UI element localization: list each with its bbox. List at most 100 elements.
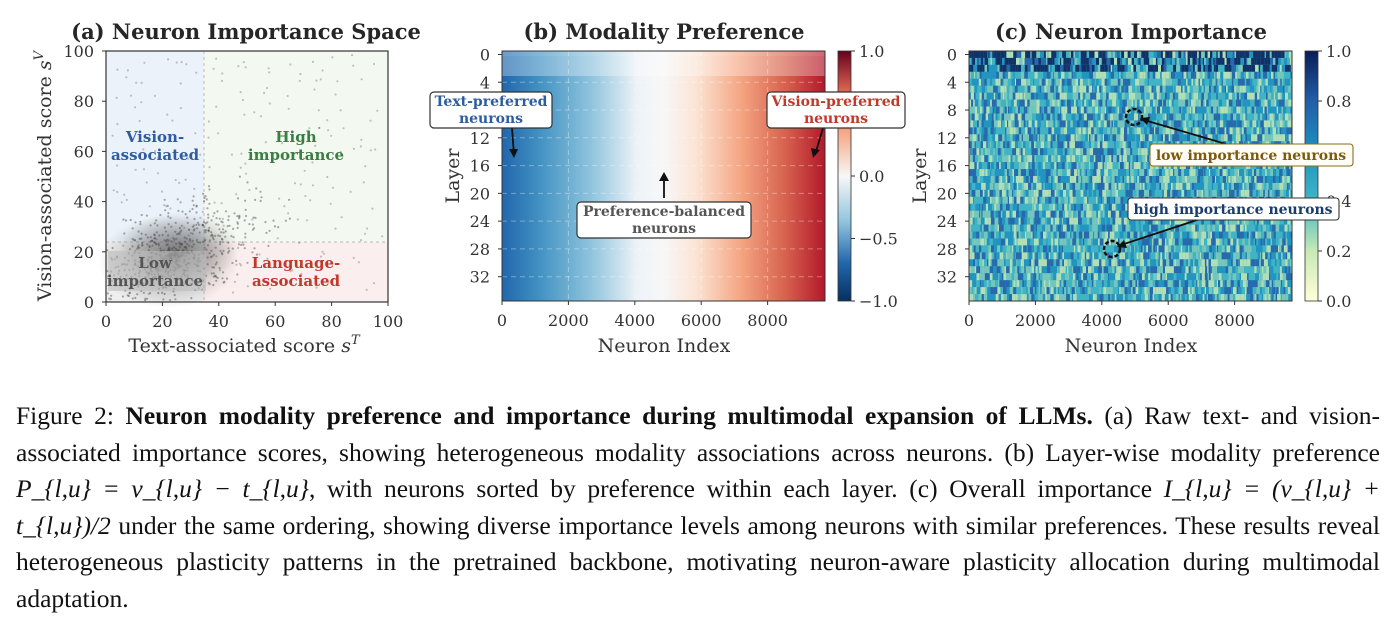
panel-a-x-tick: 60 xyxy=(265,312,285,331)
panel-c-y-tick: 32 xyxy=(937,268,957,287)
panel-c-y-ticks: 0 4 8 12 16 20 24 28 32 xyxy=(937,45,969,287)
panel-c-y-label: Layer xyxy=(909,148,931,204)
panel-b-colorbar-tick: −1.0 xyxy=(859,292,898,311)
low-importance-marker xyxy=(1124,107,1144,127)
vision-preferred-line1: Vision-preferred xyxy=(771,94,901,110)
region-label-low-line1: Low xyxy=(138,254,173,272)
region-label-vision-line2: associated xyxy=(111,146,200,164)
high-importance-annotation xyxy=(1127,197,1340,221)
panel-b-y-tick: 4 xyxy=(480,73,490,92)
panel-b-x-tick: 8000 xyxy=(747,311,788,330)
panel-c-colorbar-tick: 0.8 xyxy=(1326,92,1351,111)
region-label-vision-line1: Vision- xyxy=(125,128,184,146)
text-preferred-line1: Text-preferred xyxy=(435,94,548,110)
panel-c-colorbar-tick: 0.0 xyxy=(1326,292,1351,311)
high-importance-region xyxy=(204,51,388,242)
vision-associated-region xyxy=(106,51,204,242)
figure-caption: Figure 2: Neuron modality preference and… xyxy=(16,398,1380,617)
panel-b-y-tick: 0 xyxy=(480,45,490,64)
panel-a-y-tick: 0 xyxy=(84,293,94,312)
panel-c-title: (c) Neuron Importance xyxy=(995,19,1267,44)
panel-c-x-tick: 4000 xyxy=(1081,311,1122,330)
panel-c-x-ticks: 0 2000 4000 6000 8000 xyxy=(964,301,1255,330)
preference-balanced-annotation xyxy=(576,201,752,239)
panel-b-colorbar-tick: −0.5 xyxy=(859,230,898,249)
panel-c-y-tick: 0 xyxy=(947,45,957,64)
panel-a-x-label: Text-associated score sT xyxy=(128,333,361,357)
caption-equation-preference: P_{l,u} = v_{l,u} − t_{l,u} xyxy=(16,474,309,503)
high-importance-marker xyxy=(1102,239,1122,259)
panel-a-x-tick: 100 xyxy=(373,312,404,331)
panel-c-x-tick: 0 xyxy=(964,311,974,330)
panel-c-y-tick: 4 xyxy=(947,73,957,92)
panel-a-y-tick: 60 xyxy=(74,142,94,161)
panel-b-x-tick: 2000 xyxy=(548,311,589,330)
vision-preferred-annotation xyxy=(766,91,906,129)
panel-a-x-tick: 0 xyxy=(101,312,111,331)
panel-c-x-tick: 8000 xyxy=(1214,311,1255,330)
vision-preferred-line2: neurons xyxy=(804,111,868,127)
panel-b-colorbar-tick: 1.0 xyxy=(859,42,884,61)
panel-b-x-tick: 4000 xyxy=(614,311,655,330)
caption-figure-label: Figure 2: xyxy=(16,401,114,430)
panel-b-colorbar-ticks: 1.00.50.0−0.5−1.0 xyxy=(851,42,898,311)
panel-c-colorbar-ticks: 1.00.80.60.40.20.0 xyxy=(1318,42,1351,311)
panel-b-x-label: Neuron Index xyxy=(598,335,731,357)
panel-c-colorbar-tick: 1.0 xyxy=(1326,42,1351,61)
figure-2: (a) Neuron Importance Space Vision- asso… xyxy=(32,19,1354,357)
importance-heatmap-cells xyxy=(969,51,1292,302)
region-label-high-line2: importance xyxy=(248,146,344,164)
panel-b-x-ticks: 0 2000 4000 6000 8000 xyxy=(497,301,788,330)
panel-c-x-tick: 2000 xyxy=(1015,311,1056,330)
panel-a-y-tick: 40 xyxy=(74,193,94,212)
panel-b-x-tick: 0 xyxy=(497,311,507,330)
low-importance-annotation xyxy=(1149,143,1354,167)
high-importance-label: high importance neurons xyxy=(1133,202,1332,218)
panel-b-y-tick: 32 xyxy=(470,268,490,287)
text-preferred-annotation xyxy=(429,91,553,129)
panel-c-y-tick: 16 xyxy=(937,157,957,176)
panel-c-y-tick: 20 xyxy=(937,184,957,203)
panel-a-x-tick: 40 xyxy=(209,312,229,331)
panel-a-y-label: Vision-associated score sV xyxy=(32,49,56,302)
caption-part-3: under the same ordering, showing diverse… xyxy=(16,510,1380,613)
panel-b-y-tick: 24 xyxy=(470,212,490,231)
panel-b-y-tick: 16 xyxy=(470,157,490,176)
panel-a-x-tick: 80 xyxy=(321,312,341,331)
panel-c-y-tick: 8 xyxy=(947,101,957,120)
panel-b-x-tick: 6000 xyxy=(681,311,722,330)
panel-b-y-tick: 28 xyxy=(470,240,490,259)
panel-c-colorbar-tick: 0.2 xyxy=(1326,242,1351,261)
low-importance-label: low importance neurons xyxy=(1156,148,1346,164)
panel-b-y-tick: 12 xyxy=(470,129,490,148)
preference-balanced-line1: Preference-balanced xyxy=(583,204,745,220)
panel-a-y-ticks: 0 20 40 60 80 100 xyxy=(63,42,106,312)
panel-b-colorbar-tick: 0.0 xyxy=(859,167,884,186)
panel-c-heatmap: (c) Neuron Importance 1.00.80.60.40.20.0… xyxy=(909,19,1354,357)
panel-a-scatter: (a) Neuron Importance Space Vision- asso… xyxy=(32,19,421,357)
panel-b-gridlines xyxy=(502,51,825,301)
panel-a-x-ticks: 0 20 40 60 80 100 xyxy=(101,302,403,331)
panel-c-x-tick: 6000 xyxy=(1148,311,1189,330)
panel-c-colorbar xyxy=(1304,50,1319,302)
panel-a-title: (a) Neuron Importance Space xyxy=(71,19,421,44)
region-label-high-line1: High xyxy=(275,128,316,146)
region-label-language-line1: Language- xyxy=(252,254,341,272)
panel-a-x-tick: 20 xyxy=(152,312,172,331)
panel-c-x-label: Neuron Index xyxy=(1065,335,1198,357)
text-preferred-line2: neurons xyxy=(459,111,523,127)
preference-balanced-line2: neurons xyxy=(632,221,696,237)
region-label-language-line2: associated xyxy=(252,272,341,290)
panel-a-y-tick: 100 xyxy=(63,42,94,61)
panel-c-y-tick: 12 xyxy=(937,129,957,148)
panel-b-heatmap: (b) Modality Preference 1.00.50.0−0.5−1.… xyxy=(429,19,906,357)
panel-a-y-tick: 20 xyxy=(74,243,94,262)
panel-c-y-tick: 24 xyxy=(937,212,957,231)
caption-part-2: , with neurons sorted by preference with… xyxy=(308,474,1153,503)
panel-b-title: (b) Modality Preference xyxy=(523,19,804,44)
panel-b-y-label: Layer xyxy=(442,148,464,204)
caption-equation-importance: I_{l,u} = (v_{l,u} + t_{l,u})/2 xyxy=(16,474,1380,540)
panel-a-y-tick: 80 xyxy=(74,92,94,111)
caption-part-1: (a) Raw text- and vision-associated impo… xyxy=(16,401,1380,467)
caption-bold-title: Neuron modality preference and importanc… xyxy=(125,401,1093,430)
